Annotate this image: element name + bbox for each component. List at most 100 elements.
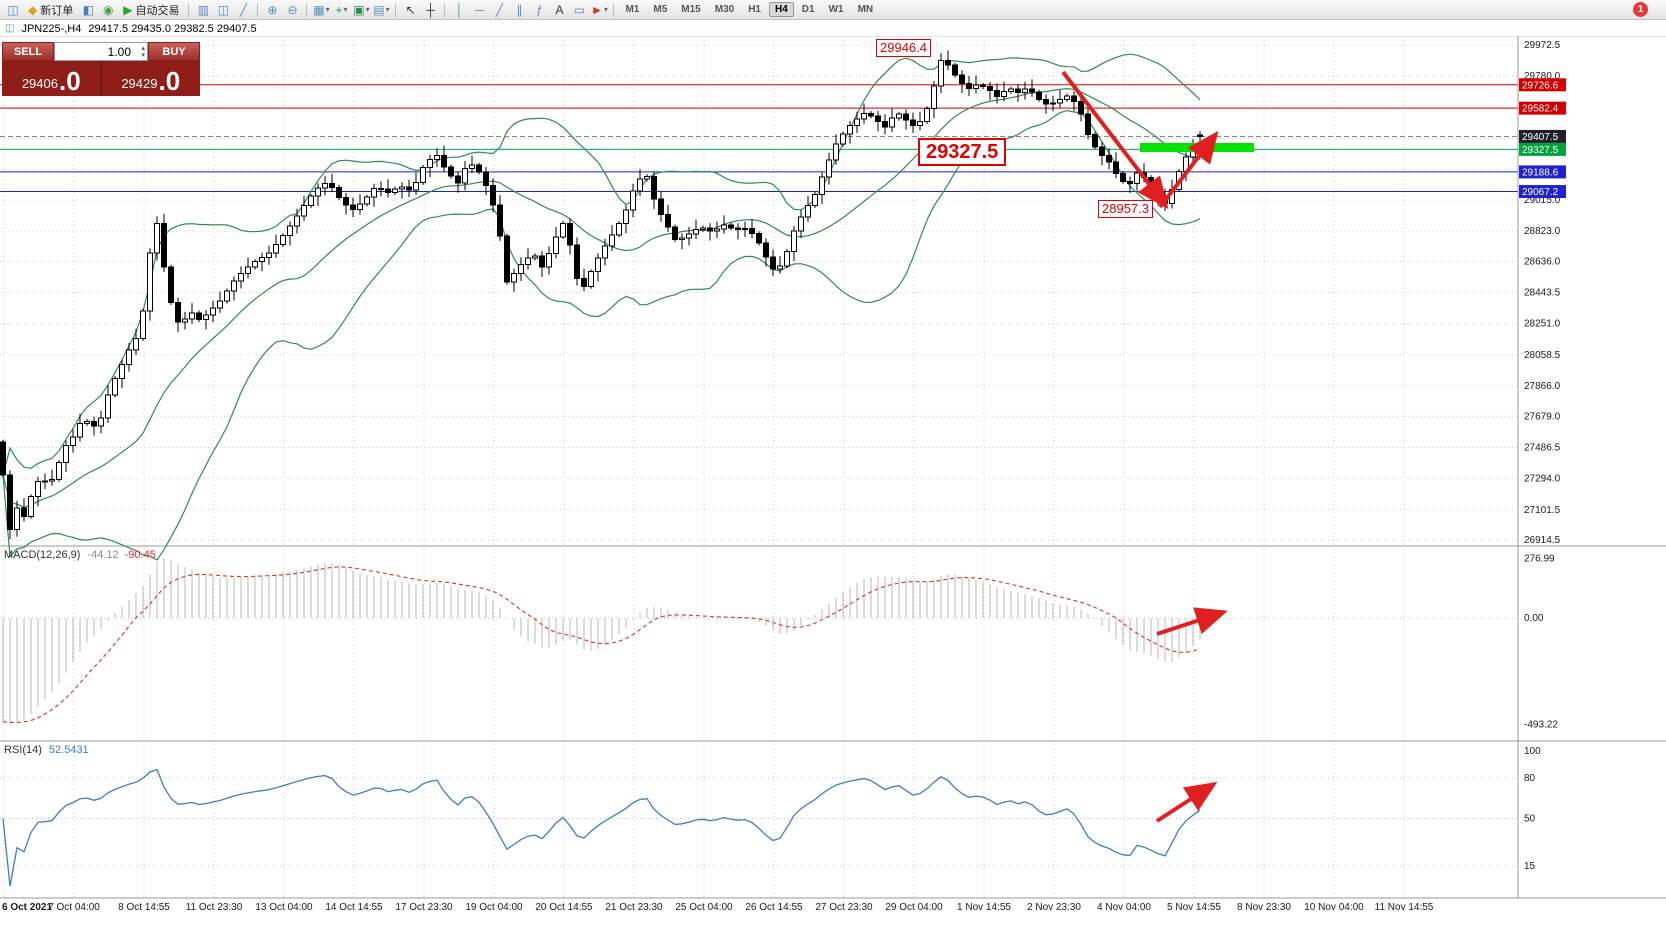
timeframe-mn[interactable]: MN: [857, 4, 874, 15]
candle: [350, 197, 356, 217]
candle: [679, 233, 685, 250]
candle: [924, 106, 930, 124]
price-axis-label: 27101.5: [1524, 505, 1561, 516]
trend-arrow-annotation[interactable]: [1061, 70, 1169, 210]
time-label: 6 Oct 2021: [2, 902, 52, 913]
candle: [1029, 79, 1035, 97]
candle: [105, 385, 111, 424]
candle: [329, 173, 335, 193]
timeframe-w1[interactable]: W1: [828, 4, 844, 15]
volume-field[interactable]: 1.00 ▴ ▾: [54, 42, 148, 61]
arrows-symbols-icon[interactable]: ► ▾: [590, 2, 608, 18]
channel-icon[interactable]: ∥: [510, 2, 528, 18]
timeframe-m15[interactable]: M15: [681, 4, 701, 15]
market-watch-icon-glyph: ◧: [82, 2, 94, 17]
text-icon-glyph: A: [555, 2, 564, 17]
new-order-button[interactable]: ◆ 新订单: [24, 2, 77, 18]
candle: [119, 359, 125, 389]
time-label: 7 Oct 04:00: [48, 902, 100, 913]
profiles-icon[interactable]: ▣ ▾: [352, 2, 370, 18]
timeframe-m1[interactable]: M1: [625, 4, 640, 15]
crosshair-icon[interactable]: ┼: [421, 2, 439, 18]
new-chart-icon[interactable]: + ▾: [332, 2, 350, 18]
strategy-tester-icon[interactable]: ◉: [99, 2, 117, 18]
trendline-icon[interactable]: ╱: [490, 2, 508, 18]
timeframe-h1[interactable]: H1: [748, 4, 761, 15]
candle: [252, 259, 258, 270]
candlestick-chart-icon[interactable]: ◫: [214, 2, 232, 18]
candle: [763, 238, 769, 267]
vertical-line-icon[interactable]: │: [450, 2, 468, 18]
time-label: 13 Oct 04:00: [255, 902, 313, 913]
candle: [980, 82, 986, 90]
sell-price-display[interactable]: 29406 .0: [2, 61, 101, 96]
entry-price-annotation[interactable]: 29327.5: [918, 138, 1007, 166]
candle: [462, 160, 468, 191]
candle: [966, 75, 972, 96]
candle: [1092, 132, 1098, 150]
candle: [259, 252, 265, 272]
timeframe-m5[interactable]: M5: [653, 4, 668, 15]
chart-symbol-title: JPN225-,H4: [21, 22, 82, 35]
candle: [98, 410, 104, 434]
candle: [1113, 152, 1119, 179]
price-lines-layer[interactable]: [0, 84, 1518, 193]
templates-icon[interactable]: ▤ ▾: [372, 2, 390, 18]
auto-trading-button[interactable]: ▶ 自动交易: [119, 2, 183, 18]
candle: [483, 167, 489, 196]
toolbar-separator: [444, 2, 446, 17]
text-label-icon[interactable]: ▭: [570, 2, 588, 18]
buy-price-display[interactable]: 29429 .0: [100, 61, 200, 96]
timeframe-d1[interactable]: D1: [801, 4, 815, 15]
bar-chart-icon[interactable]: ▥: [194, 2, 212, 18]
bottom-price-annotation[interactable]: 28957.3: [1098, 200, 1153, 218]
candle: [63, 440, 69, 472]
timeframe-m30[interactable]: M30: [714, 4, 735, 15]
zoom-in-icon[interactable]: ⊕: [263, 2, 281, 18]
candle: [189, 303, 195, 324]
volume-increase-button[interactable]: ▴: [141, 44, 145, 52]
sell-button[interactable]: SELL: [2, 42, 54, 61]
time-label: 25 Oct 04:00: [675, 902, 733, 913]
candle: [294, 208, 300, 234]
candle: [1036, 89, 1042, 102]
candle: [1106, 148, 1112, 170]
price-axis-label: 28443.5: [1524, 288, 1561, 299]
market-watch-icon[interactable]: ◧: [79, 2, 97, 18]
auto-trading-glyph: ▶: [123, 2, 133, 17]
notification-badge[interactable]: 1: [1633, 2, 1648, 17]
cursor-icon[interactable]: ↖: [401, 2, 419, 18]
volume-decrease-button[interactable]: ▾: [141, 51, 145, 59]
fibonacci-icon[interactable]: ƒ: [530, 2, 548, 18]
chart-window-icon[interactable]: ◫: [4, 2, 22, 18]
price-axis-label: 28251.0: [1524, 319, 1561, 330]
buy-button[interactable]: BUY: [148, 42, 200, 61]
peak-price-annotation[interactable]: 29946.4: [876, 39, 931, 57]
price-axis-label: 26914.5: [1524, 535, 1561, 546]
time-label: 2 Nov 23:30: [1027, 902, 1081, 913]
candle: [735, 223, 741, 240]
candle: [742, 221, 748, 237]
trend-arrow-annotation[interactable]: [1156, 607, 1228, 636]
tile-windows-icon[interactable]: ▦ ▾: [312, 2, 330, 18]
candle: [595, 253, 601, 282]
candle: [644, 174, 650, 182]
candle: [301, 195, 307, 221]
zoom-out-icon[interactable]: ⊖: [283, 2, 301, 18]
candle: [847, 120, 853, 144]
trend-arrow-annotation[interactable]: [1155, 781, 1218, 823]
horizontal-line-icon[interactable]: ─: [470, 2, 488, 18]
trend-arrow-annotation[interactable]: [1158, 130, 1219, 209]
templates-icon-glyph: ▤: [373, 2, 385, 17]
text-icon[interactable]: A: [550, 2, 568, 18]
candle: [791, 226, 797, 262]
timeframe-h4[interactable]: H4: [768, 2, 794, 17]
line-chart-icon[interactable]: ╱: [234, 2, 252, 18]
candle: [700, 225, 706, 232]
chart-annotations[interactable]: [1061, 70, 1254, 823]
rsi-axis-label: 80: [1524, 773, 1536, 784]
candle: [490, 178, 496, 213]
candle: [539, 250, 545, 277]
highlight-zone[interactable]: [1140, 143, 1254, 152]
